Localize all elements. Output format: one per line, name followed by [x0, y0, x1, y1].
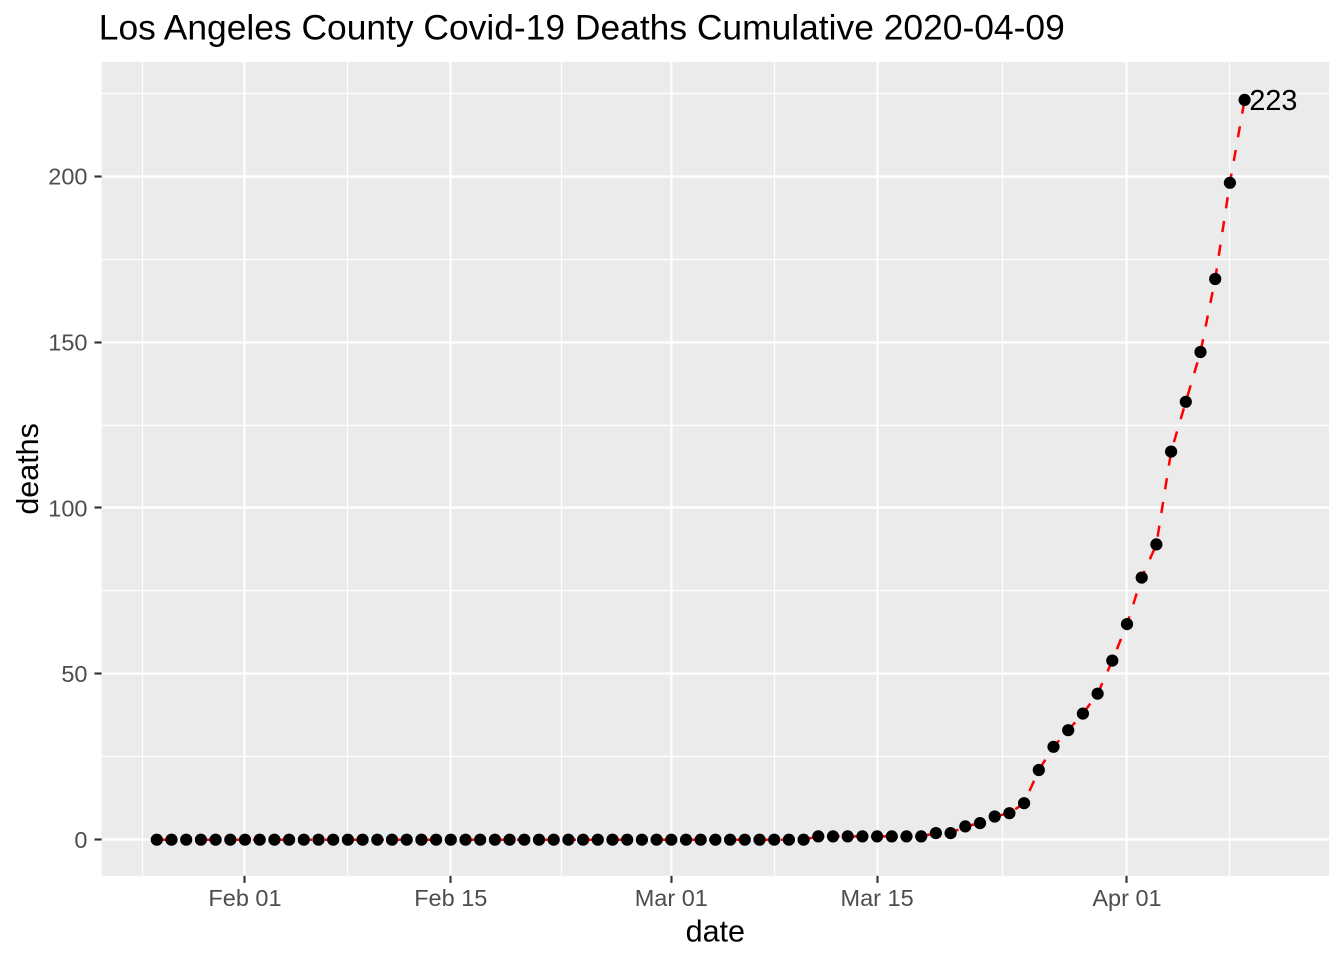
svg-text:deaths: deaths: [11, 423, 45, 515]
svg-text:Apr 01: Apr 01: [1092, 885, 1161, 911]
svg-text:Feb 15: Feb 15: [414, 885, 487, 911]
svg-text:date: date: [686, 915, 745, 949]
svg-text:Feb 01: Feb 01: [208, 885, 281, 911]
svg-text:0: 0: [74, 827, 87, 853]
svg-text:200: 200: [48, 164, 87, 190]
svg-text:50: 50: [61, 661, 87, 687]
svg-text:223: 223: [1249, 85, 1297, 117]
svg-text:150: 150: [48, 330, 87, 356]
svg-text:Mar 15: Mar 15: [841, 885, 914, 911]
svg-text:Mar 01: Mar 01: [635, 885, 708, 911]
svg-text:Los Angeles County Covid-19 De: Los Angeles County Covid-19 Deaths Cumul…: [99, 8, 1065, 48]
svg-text:100: 100: [48, 495, 87, 521]
